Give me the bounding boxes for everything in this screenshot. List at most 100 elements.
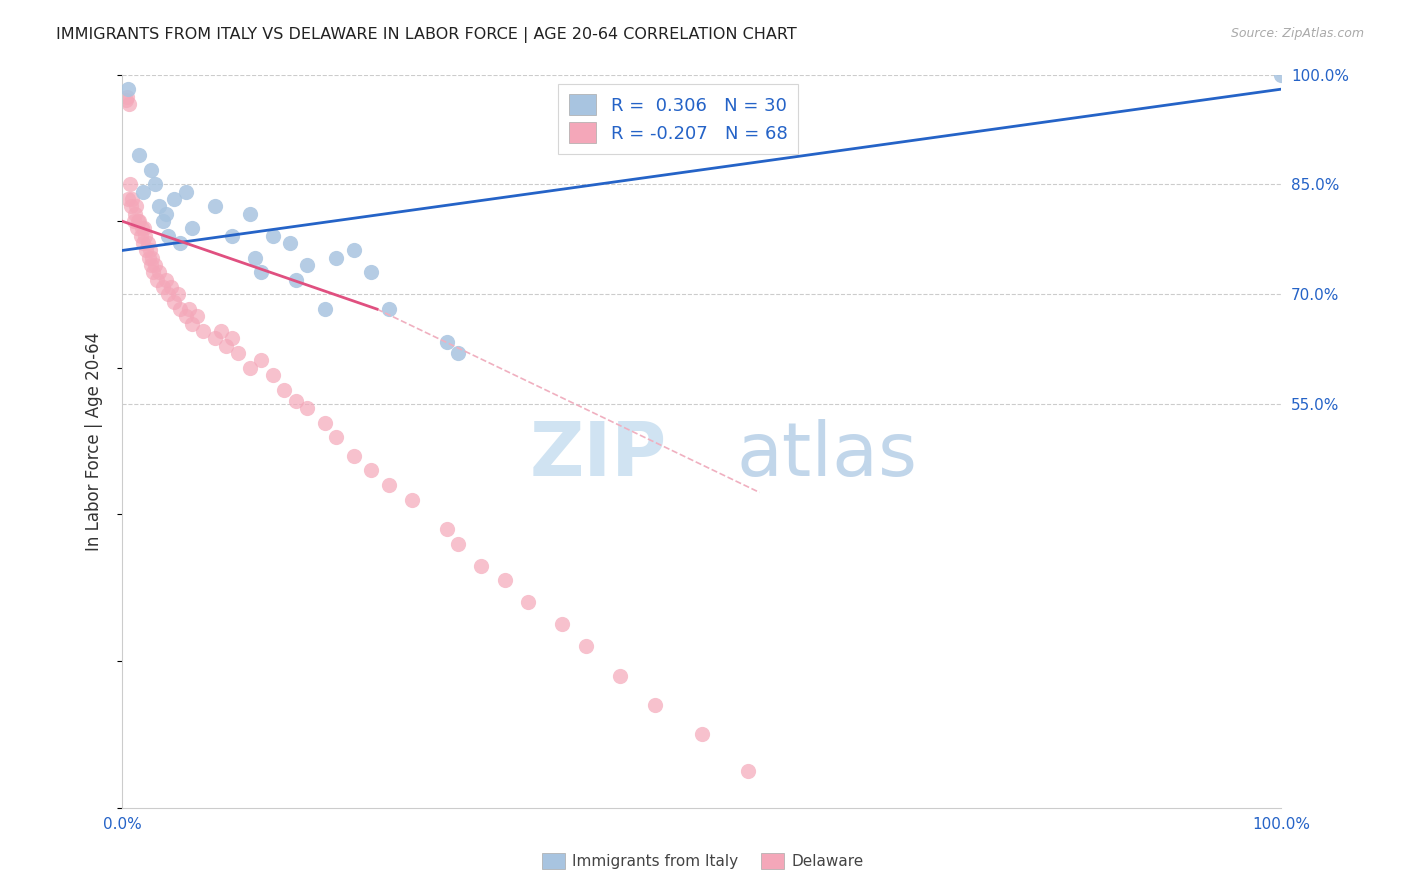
Point: [163, 192, 186, 206]
Point: [115, 89, 138, 103]
Y-axis label: In Labor Force | Age 20-64: In Labor Force | Age 20-64: [86, 332, 103, 550]
Point: [117, 82, 139, 96]
Point: [163, 294, 186, 309]
Point: [131, 221, 153, 235]
Point: [138, 251, 160, 265]
Point: [128, 214, 150, 228]
Point: [124, 207, 146, 221]
Legend: Immigrants from Italy, Delaware: Immigrants from Italy, Delaware: [536, 847, 870, 875]
Point: [575, 640, 598, 654]
Point: [262, 228, 284, 243]
Point: [155, 273, 177, 287]
Legend: R =  0.306   N = 30, R = -0.207   N = 68: R = 0.306 N = 30, R = -0.207 N = 68: [558, 84, 799, 154]
Point: [152, 280, 174, 294]
Point: [494, 574, 516, 588]
Text: Source: ZipAtlas.com: Source: ZipAtlas.com: [1230, 27, 1364, 40]
Text: IMMIGRANTS FROM ITALY VS DELAWARE IN LABOR FORCE | AGE 20-64 CORRELATION CHART: IMMIGRANTS FROM ITALY VS DELAWARE IN LAB…: [56, 27, 797, 43]
Point: [360, 463, 382, 477]
Point: [157, 287, 180, 301]
Point: [325, 251, 347, 265]
Point: [174, 310, 197, 324]
Point: [297, 401, 319, 416]
Point: [180, 317, 202, 331]
Point: [436, 522, 458, 536]
Point: [447, 537, 470, 551]
Point: [690, 727, 713, 741]
Point: [129, 228, 152, 243]
Point: [343, 244, 366, 258]
Point: [284, 393, 307, 408]
Point: [250, 353, 273, 368]
Point: [516, 595, 538, 609]
Point: [644, 698, 666, 712]
Point: [278, 236, 301, 251]
Point: [146, 273, 169, 287]
Point: [125, 199, 148, 213]
Point: [157, 228, 180, 243]
Point: [436, 335, 458, 350]
Point: [180, 221, 202, 235]
Point: [1270, 68, 1292, 82]
Point: [245, 251, 267, 265]
Point: [377, 302, 399, 317]
Text: atlas: atlas: [737, 419, 917, 492]
Point: [122, 214, 145, 228]
Point: [401, 492, 423, 507]
Point: [360, 265, 382, 279]
Point: [132, 236, 155, 251]
Point: [262, 368, 284, 383]
Point: [204, 199, 226, 213]
Text: ZIP: ZIP: [530, 419, 666, 492]
Point: [238, 360, 260, 375]
Point: [221, 331, 243, 345]
Point: [284, 273, 307, 287]
Point: [136, 236, 159, 251]
Point: [159, 280, 181, 294]
Point: [314, 416, 336, 430]
Point: [226, 346, 249, 360]
Point: [142, 265, 165, 279]
Point: [121, 192, 143, 206]
Point: [139, 258, 162, 272]
Point: [143, 178, 166, 192]
Point: [132, 185, 155, 199]
Point: [148, 265, 170, 279]
Point: [127, 214, 149, 228]
Point: [325, 430, 347, 444]
Point: [135, 244, 157, 258]
Point: [143, 258, 166, 272]
Point: [174, 185, 197, 199]
Point: [470, 558, 492, 573]
Point: [120, 178, 142, 192]
Point: [139, 244, 162, 258]
Point: [139, 162, 162, 177]
Point: [215, 339, 238, 353]
Point: [186, 310, 208, 324]
Point: [114, 93, 136, 107]
Point: [134, 228, 156, 243]
Point: [204, 331, 226, 345]
Point: [152, 214, 174, 228]
Point: [169, 302, 191, 317]
Point: [314, 302, 336, 317]
Point: [141, 251, 163, 265]
Point: [127, 221, 149, 235]
Point: [148, 199, 170, 213]
Point: [128, 148, 150, 162]
Point: [120, 199, 142, 213]
Point: [609, 669, 631, 683]
Point: [377, 478, 399, 492]
Point: [179, 302, 201, 317]
Point: [250, 265, 273, 279]
Point: [193, 324, 215, 338]
Point: [117, 192, 139, 206]
Point: [343, 449, 366, 463]
Point: [551, 617, 574, 632]
Point: [169, 236, 191, 251]
Point: [737, 764, 759, 778]
Point: [238, 207, 260, 221]
Point: [221, 228, 243, 243]
Point: [166, 287, 188, 301]
Point: [132, 221, 155, 235]
Point: [209, 324, 232, 338]
